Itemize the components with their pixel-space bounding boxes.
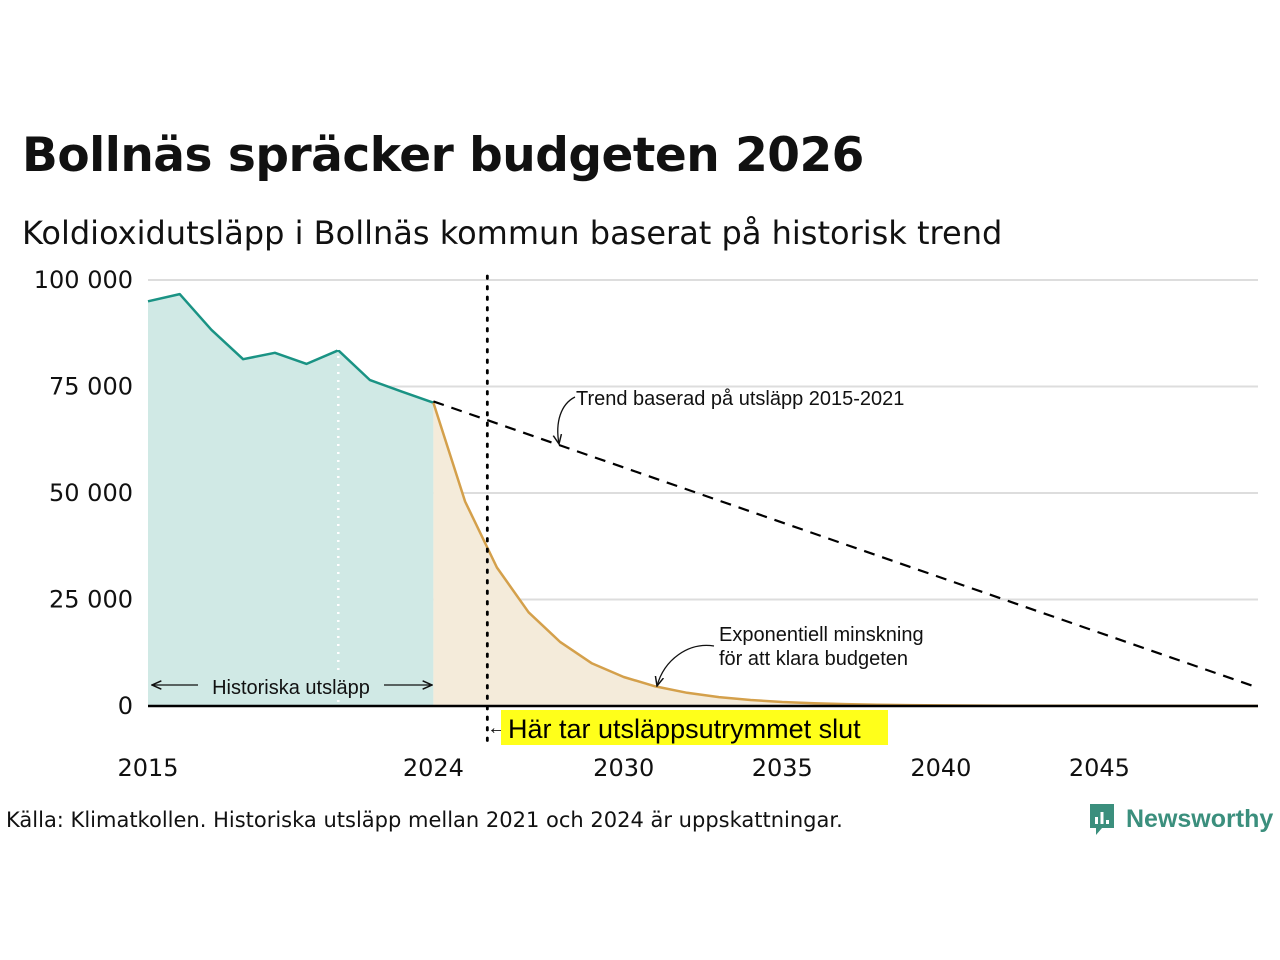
y-tick-label: 75 000 — [49, 373, 133, 401]
brand-logo: Newsworthy — [1088, 802, 1273, 836]
y-tick-label: 25 000 — [49, 586, 133, 614]
trend-label: Trend baserad på utsläpp 2015-2021 — [576, 388, 904, 410]
exp-label-line2: för att klara budgeten — [719, 648, 908, 670]
x-tick-label: 2035 — [752, 754, 813, 782]
y-tick-label: 0 — [118, 692, 133, 720]
historical-range-label-bg — [198, 673, 384, 699]
x-tick-label: 2045 — [1069, 754, 1130, 782]
brand-name: Newsworthy — [1126, 804, 1274, 833]
area-fills — [148, 294, 1258, 706]
exp-label-arrow — [657, 644, 715, 686]
historical-line — [147, 292, 434, 404]
x-tick-label: 2030 — [593, 754, 654, 782]
y-tick-label: 50 000 — [49, 479, 133, 507]
reference-lines — [337, 274, 489, 748]
source-note: Källa: Klimatkollen. Historiska utsläpp … — [6, 808, 843, 832]
x-tick-label: 2015 — [117, 754, 178, 782]
annotations: Historiska utsläpp Trend baserad på utsl… — [152, 388, 924, 745]
exp-label-line1: Exponentiell minskning — [719, 624, 924, 646]
trend-label-arrow — [558, 396, 576, 444]
emissions-chart: 0 25 000 50 000 75 000 100 000 2015 2024 2030 20… — [34, 266, 1259, 782]
budget-end-highlight — [501, 710, 888, 745]
newsworthy-logo-icon — [1090, 804, 1114, 835]
trend-line — [433, 400, 1259, 689]
x-tick-label: 2024 — [403, 754, 464, 782]
axes: 0 25 000 50 000 75 000 100 000 2015 2024 2030 20… — [34, 266, 1258, 782]
chart-title: Bollnäs spräcker budgeten 2026 — [22, 128, 864, 183]
historical-range-label: Historiska utsläpp — [212, 677, 370, 699]
budget-end-label: Här tar utsläppsutrymmet slut — [508, 714, 861, 744]
chart-subtitle: Koldioxidutsläpp i Bollnäs kommun basera… — [22, 214, 1003, 252]
x-tick-label: 2040 — [910, 754, 971, 782]
y-tick-label: 100 000 — [34, 266, 133, 294]
historical-area — [148, 294, 434, 706]
budget-area — [433, 402, 1258, 706]
